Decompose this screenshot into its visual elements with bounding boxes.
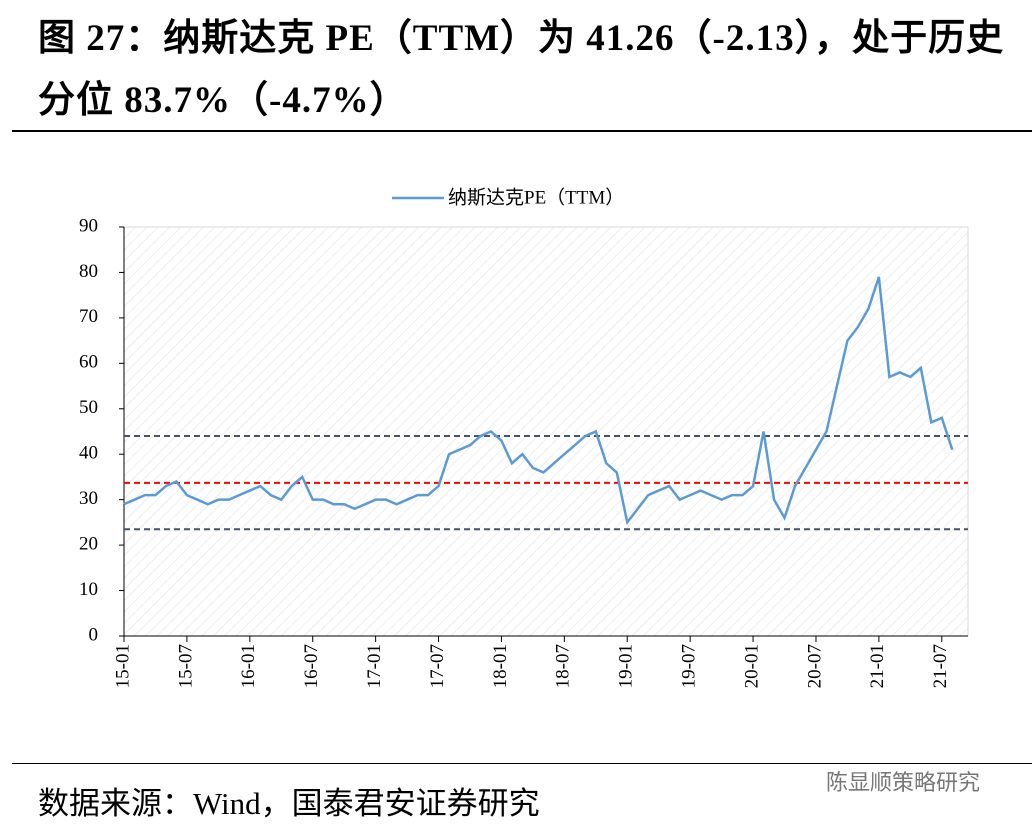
x-tick-label: 18-01 — [490, 644, 511, 688]
x-tick-label: 21-01 — [867, 644, 888, 688]
y-tick-label: 90 — [79, 215, 98, 236]
x-tick-label: 19-01 — [616, 644, 637, 688]
y-tick-label: 10 — [79, 579, 98, 600]
y-tick-label: 70 — [79, 306, 98, 327]
y-tick-label: 40 — [79, 443, 98, 464]
x-tick-label: 20-07 — [804, 644, 825, 688]
y-tick-label: 30 — [79, 488, 98, 509]
x-tick-label: 17-01 — [364, 644, 385, 688]
x-tick-label: 18-07 — [553, 644, 574, 688]
x-tick-label: 15-07 — [175, 644, 196, 688]
chart: 0 10 20 30 40 50 60 70 80 90 15-01 15-07 16-01 16-07 1… — [79, 186, 969, 688]
source: 数据来源：Wind，国泰君安证券研究 — [38, 786, 540, 821]
title-rule — [12, 130, 1032, 132]
legend-label: 纳斯达克PE（TTM） — [448, 186, 624, 208]
line-series — [123, 276, 954, 526]
y-tick-label: 50 — [79, 397, 98, 418]
y-tick-label: 0 — [89, 624, 99, 645]
y-tick-label: 80 — [79, 261, 98, 282]
x-tick-label: 16-07 — [301, 644, 322, 688]
x-tick-label: 17-07 — [427, 644, 448, 688]
x-tick-label: 20-01 — [741, 644, 762, 688]
x-tick-label: 16-01 — [238, 644, 259, 688]
x-tick-label: 15-01 — [112, 644, 133, 688]
plot-area — [123, 226, 969, 637]
y-tick-label: 60 — [79, 352, 98, 373]
source-rule — [12, 763, 1032, 764]
x-tick-label: 21-07 — [930, 644, 951, 688]
watermark: 陈显顺策略研究 — [826, 771, 981, 796]
chart-title: 图 27：纳斯达克 PE（TTM）为 41.26（-2.13），处于历史分位 8… — [38, 18, 1005, 121]
x-tick-label: 19-07 — [679, 644, 700, 688]
y-tick-label: 20 — [79, 533, 98, 554]
